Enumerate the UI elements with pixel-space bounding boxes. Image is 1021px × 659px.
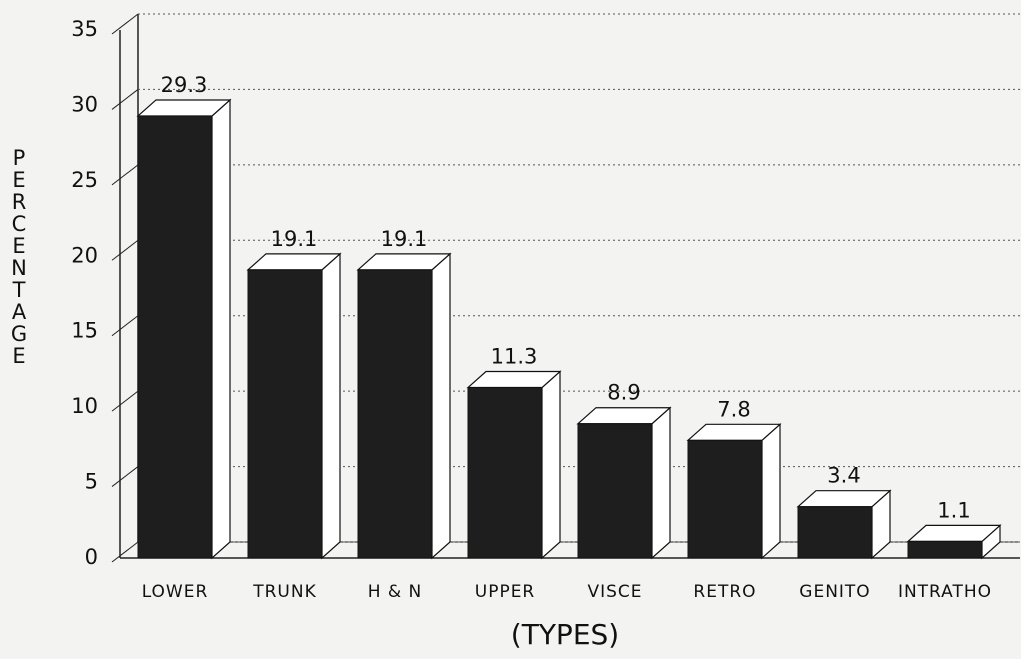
value-label: 29.3	[161, 73, 208, 97]
y-tick	[111, 89, 139, 110]
value-label: 11.3	[491, 345, 538, 369]
value-label: 19.1	[271, 227, 318, 251]
y-tick	[111, 13, 139, 35]
y-tick	[111, 164, 139, 186]
value-label: 7.8	[717, 397, 750, 421]
y-tick-label: 10	[71, 394, 98, 418]
bar-side	[211, 98, 231, 560]
bar	[467, 387, 543, 559]
y-tick-label: 15	[71, 319, 98, 343]
value-label: 1.1	[937, 498, 970, 522]
bar-side	[431, 252, 451, 560]
x-tick-label: RETRO	[693, 582, 756, 602]
x-tick-label: GENITO	[799, 582, 870, 602]
value-label: 3.4	[827, 464, 860, 488]
y-tick-label: 20	[71, 243, 98, 267]
x-tick-label: VISCE	[587, 582, 642, 602]
x-tick-label: LOWER	[142, 582, 209, 602]
y-tick-label: 0	[85, 545, 98, 569]
y-tick	[111, 390, 139, 412]
bar-side	[321, 252, 341, 560]
y-tick-label: 35	[71, 17, 98, 41]
y-tick	[111, 466, 139, 487]
bar	[357, 269, 433, 559]
bar	[577, 423, 653, 559]
bar	[247, 269, 323, 559]
bar	[687, 439, 763, 559]
value-label: 19.1	[381, 227, 428, 251]
x-axis-label: (TYPES)	[511, 618, 619, 651]
x-tick-label: H & N	[368, 582, 423, 602]
x-tick-label: TRUNK	[252, 582, 317, 602]
y-tick	[111, 239, 139, 261]
y-axis-label: PERCENTAGE	[7, 146, 31, 366]
y-tick	[111, 541, 139, 563]
x-tick-label: INTRATHO	[898, 582, 992, 602]
value-label: 8.9	[607, 381, 640, 405]
bar	[797, 506, 873, 559]
bar	[907, 540, 983, 559]
bar	[137, 115, 213, 559]
y-tick-label: 5	[85, 470, 98, 494]
bar-side	[541, 370, 561, 560]
bar-side	[651, 406, 671, 560]
bar-side	[761, 422, 781, 560]
y-tick-label: 25	[71, 168, 98, 192]
x-tick-label: UPPER	[475, 582, 536, 602]
y-tick	[111, 315, 139, 337]
y-tick-label: 30	[71, 92, 98, 116]
